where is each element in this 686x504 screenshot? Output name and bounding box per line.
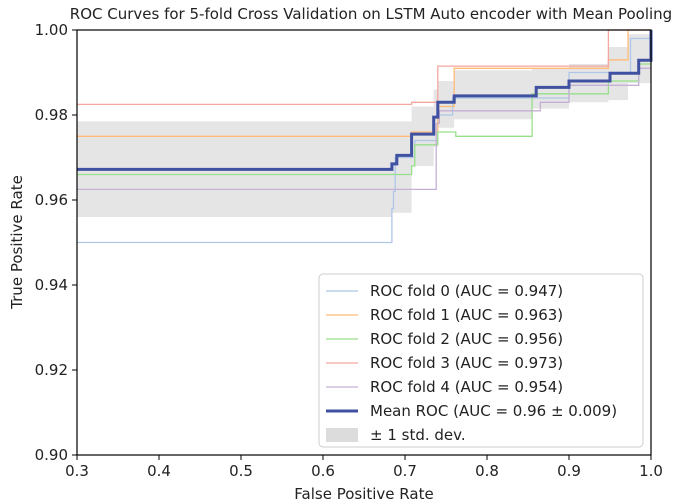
- legend-label: ± 1 std. dev.: [370, 426, 466, 444]
- legend-band-swatch: [326, 428, 358, 442]
- legend-label: ROC fold 4 (AUC = 0.954): [370, 378, 563, 396]
- std-band-area: [77, 34, 651, 217]
- x-tick-label: 0.7: [393, 462, 417, 480]
- y-tick-label: 0.94: [35, 276, 68, 294]
- y-tick-label: 0.96: [35, 191, 68, 209]
- x-tick-label: 0.8: [475, 462, 499, 480]
- x-axis-ticks: 0.3 0.4 0.5 0.6 0.7 0.8 0.9 1.0: [65, 455, 663, 480]
- chart-title: ROC Curves for 5-fold Cross Validation o…: [70, 5, 672, 23]
- legend: ROC fold 0 (AUC = 0.947) ROC fold 1 (AUC …: [318, 273, 644, 448]
- y-tick-label: 1.00: [35, 21, 68, 39]
- x-tick-label: 0.9: [557, 462, 581, 480]
- roc-fold-4-line: [77, 67, 651, 191]
- y-tick-label: 0.90: [35, 446, 68, 464]
- legend-label: ROC fold 1 (AUC = 0.963): [370, 306, 563, 324]
- y-tick-label: 0.92: [35, 361, 68, 379]
- x-tick-label: 0.3: [65, 462, 89, 480]
- y-axis-label: True Positive Rate: [8, 175, 26, 310]
- roc-fold-2-line: [77, 63, 651, 176]
- x-axis-label: False Positive Rate: [294, 485, 433, 503]
- legend-entries: ROC fold 0 (AUC = 0.947) ROC fold 1 (AUC …: [326, 282, 617, 444]
- y-axis-ticks: 0.90 0.92 0.94 0.96 0.98 1.00: [35, 21, 77, 464]
- legend-box: [318, 273, 644, 448]
- mean-roc-line: [77, 30, 653, 171]
- std-band-layer: [77, 34, 651, 217]
- x-tick-label: 0.6: [311, 462, 335, 480]
- legend-label: Mean ROC (AUC = 0.96 ± 0.009): [370, 402, 617, 420]
- legend-label: ROC fold 0 (AUC = 0.947): [370, 282, 563, 300]
- legend-label: ROC fold 2 (AUC = 0.956): [370, 330, 563, 348]
- y-tick-label: 0.98: [35, 106, 68, 124]
- legend-label: ROC fold 3 (AUC = 0.973): [370, 354, 563, 372]
- series-layer: [77, 29, 653, 244]
- x-tick-label: 1.0: [639, 462, 663, 480]
- x-tick-label: 0.5: [229, 462, 253, 480]
- roc-fold-0-line: [77, 37, 651, 244]
- plot-frame: [76, 29, 652, 456]
- x-tick-label: 0.4: [147, 462, 171, 480]
